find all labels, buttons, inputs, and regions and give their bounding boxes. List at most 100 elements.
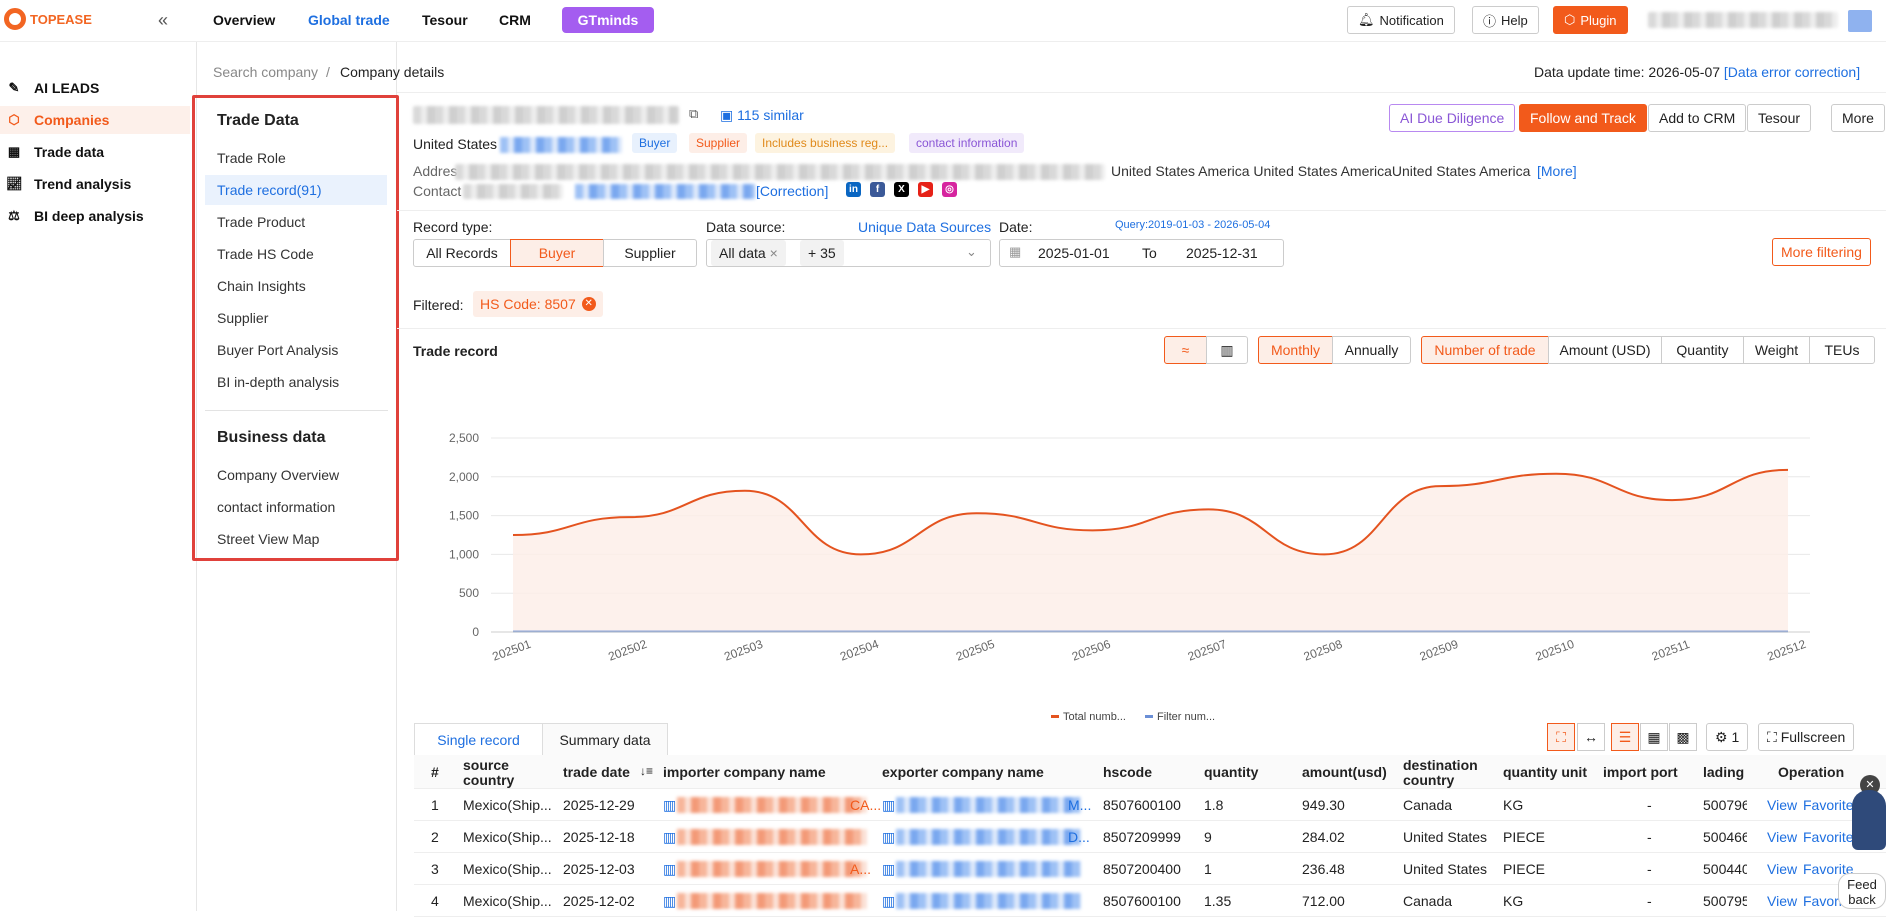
more-button[interactable]: More (1831, 104, 1885, 132)
fit-icon[interactable]: ⛶ (1547, 723, 1575, 751)
nav-tesour[interactable]: Tesour (422, 12, 468, 28)
copy-icon[interactable]: ⧉ (689, 106, 699, 121)
date-to-label: To (1142, 245, 1157, 261)
subnav-trade-hs-code[interactable]: Trade HS Code (217, 246, 314, 262)
tab-single-record[interactable]: Single record (414, 723, 543, 757)
address-more-link[interactable]: [More] (1537, 163, 1577, 179)
more-filtering-button[interactable]: More filtering (1772, 238, 1871, 266)
nav-global-trade[interactable]: Global trade (308, 12, 390, 28)
facebook-icon[interactable]: f (870, 182, 885, 197)
importer-name-redacted[interactable] (677, 829, 867, 845)
view-link[interactable]: View (1767, 893, 1798, 909)
bar-chart-icon[interactable]: ▥ (1206, 336, 1248, 364)
nav-overview[interactable]: Overview (213, 12, 276, 28)
record-all[interactable]: All Records (413, 239, 511, 267)
date-range-picker[interactable] (999, 239, 1284, 267)
leftnav-trend-analysis[interactable]: 📈︎ Trend analysis (6, 176, 132, 192)
favorite-link[interactable]: Favorite (1803, 797, 1854, 813)
subnav-trade-role[interactable]: Trade Role (217, 150, 286, 166)
leftnav-bi-deep-analysis[interactable]: ⚖ BI deep analysis (0, 202, 190, 230)
leftnav-companies[interactable]: ⬡ Companies (0, 106, 190, 134)
nav-crm[interactable]: CRM (499, 12, 531, 28)
breadcrumb-root[interactable]: Search company (213, 64, 319, 80)
view-link[interactable]: View (1767, 797, 1798, 813)
importer-icon: ▥ (663, 797, 677, 813)
metric-number-of-trade[interactable]: Number of trade (1421, 336, 1549, 364)
feedback-button[interactable]: Feed back (1838, 873, 1886, 909)
record-supplier[interactable]: Supplier (603, 239, 697, 267)
table-row: 3 Mexico(Ship... 2025-12-03 8507200400 1 236.… (414, 853, 1886, 885)
leftnav-ai-leads[interactable]: ✎ AI LEADS (0, 74, 190, 102)
sort-icon[interactable]: ↓≡ (640, 764, 654, 778)
nav-gtminds[interactable]: GTminds (562, 7, 654, 33)
exporter-name-redacted[interactable] (896, 829, 1081, 845)
unique-data-sources-link[interactable]: Unique Data Sources (858, 219, 992, 235)
importer-name-redacted[interactable] (677, 861, 867, 877)
exporter-name-redacted[interactable] (896, 893, 1081, 909)
linkedin-icon[interactable]: in (846, 182, 861, 197)
x-icon[interactable]: X (894, 182, 909, 197)
subnav-company-overview[interactable]: Company Overview (217, 467, 340, 483)
favorite-link[interactable]: Favorite (1803, 861, 1854, 877)
notification-button[interactable]: 🔔︎ Notification (1347, 6, 1455, 34)
chip-close-icon[interactable]: × (769, 245, 778, 261)
exporter-name-tail[interactable]: D... (1068, 829, 1090, 845)
exporter-name-redacted[interactable] (896, 797, 1081, 813)
th-trade-date[interactable]: trade date (563, 764, 630, 780)
line-chart-icon[interactable]: ≈ (1164, 336, 1207, 364)
follow-track-button[interactable]: Follow and Track (1519, 104, 1647, 132)
tesour-button[interactable]: Tesour (1747, 104, 1812, 132)
cell-hs: 8507200400 (1103, 861, 1181, 877)
metric-quantity[interactable]: Quantity (1661, 336, 1744, 364)
metric-weight[interactable]: Weight (1743, 336, 1810, 364)
period-annually[interactable]: Annually (1332, 336, 1411, 364)
period-monthly[interactable]: Monthly (1258, 336, 1333, 364)
similar-link[interactable]: ▣ 115 similar (720, 107, 804, 123)
add-to-crm-button[interactable]: Add to CRM (1648, 104, 1747, 132)
subnav-trade-record[interactable]: Trade record(91) (205, 175, 387, 205)
youtube-icon[interactable]: ▶ (918, 182, 933, 197)
date-to[interactable]: 2025-12-31 (1186, 245, 1258, 261)
grid-view-icon[interactable]: ▦ (1640, 723, 1668, 751)
expand-width-icon[interactable]: ↔ (1577, 723, 1605, 751)
data-source-select[interactable] (706, 239, 991, 267)
logo[interactable]: TOPEASE (4, 8, 92, 30)
exporter-name-redacted[interactable] (896, 861, 1081, 877)
subnav-buyer-port-analysis[interactable]: Buyer Port Analysis (217, 342, 339, 358)
collapse-sidebar-icon[interactable]: « (158, 10, 169, 30)
tab-summary-data[interactable]: Summary data (542, 723, 668, 757)
query-range: Query:2019-01-03 - 2026-05-04 (1115, 219, 1271, 231)
data-error-correction-link[interactable]: [Data error correction] (1723, 64, 1861, 80)
subnav-supplier[interactable]: Supplier (217, 310, 269, 326)
date-from[interactable]: 2025-01-01 (1038, 245, 1110, 261)
metric-teus[interactable]: TEUs (1809, 336, 1875, 364)
importer-name-redacted[interactable] (677, 893, 867, 909)
favorite-link[interactable]: Favorite (1803, 829, 1854, 845)
subnav-trade-product[interactable]: Trade Product (217, 214, 306, 230)
column-settings-button[interactable]: ⚙ 1 (1706, 723, 1749, 751)
view-link[interactable]: View (1767, 861, 1798, 877)
view-link[interactable]: View (1767, 829, 1798, 845)
exporter-name-tail[interactable]: M... (1068, 797, 1092, 813)
leftnav-trade-data[interactable]: ▦ Trade data (7, 144, 105, 160)
list-view-icon[interactable]: ☰ (1611, 723, 1639, 751)
plugin-button[interactable]: ⬡ Plugin (1553, 6, 1628, 34)
subnav-contact-information[interactable]: contact information (217, 499, 336, 515)
subnav-street-view-map[interactable]: Street View Map (217, 531, 320, 547)
help-button[interactable]: ⓘ Help (1472, 6, 1539, 34)
ai-due-diligence-button[interactable]: AI Due Diligence (1389, 104, 1516, 132)
importer-name-tail[interactable]: CA... (850, 797, 882, 813)
remove-filter-icon[interactable]: ✕ (581, 297, 596, 311)
subnav-bi-in-depth[interactable]: BI in-depth analysis (217, 374, 340, 390)
subnav-chain-insights[interactable]: Chain Insights (217, 278, 306, 294)
metric-amount[interactable]: Amount (USD) (1548, 336, 1662, 364)
instagram-icon[interactable]: ◎ (942, 182, 957, 197)
correction-link[interactable]: [Correction] (756, 183, 829, 199)
assistant-mascot[interactable] (1852, 790, 1886, 850)
importer-name-tail[interactable]: A... (850, 861, 872, 877)
dense-grid-icon[interactable]: ▩ (1669, 723, 1697, 751)
importer-name-redacted[interactable] (677, 797, 867, 813)
avatar[interactable] (1848, 10, 1872, 32)
record-buyer[interactable]: Buyer (510, 239, 604, 267)
fullscreen-button[interactable]: ⛶ Fullscreen (1758, 723, 1855, 751)
